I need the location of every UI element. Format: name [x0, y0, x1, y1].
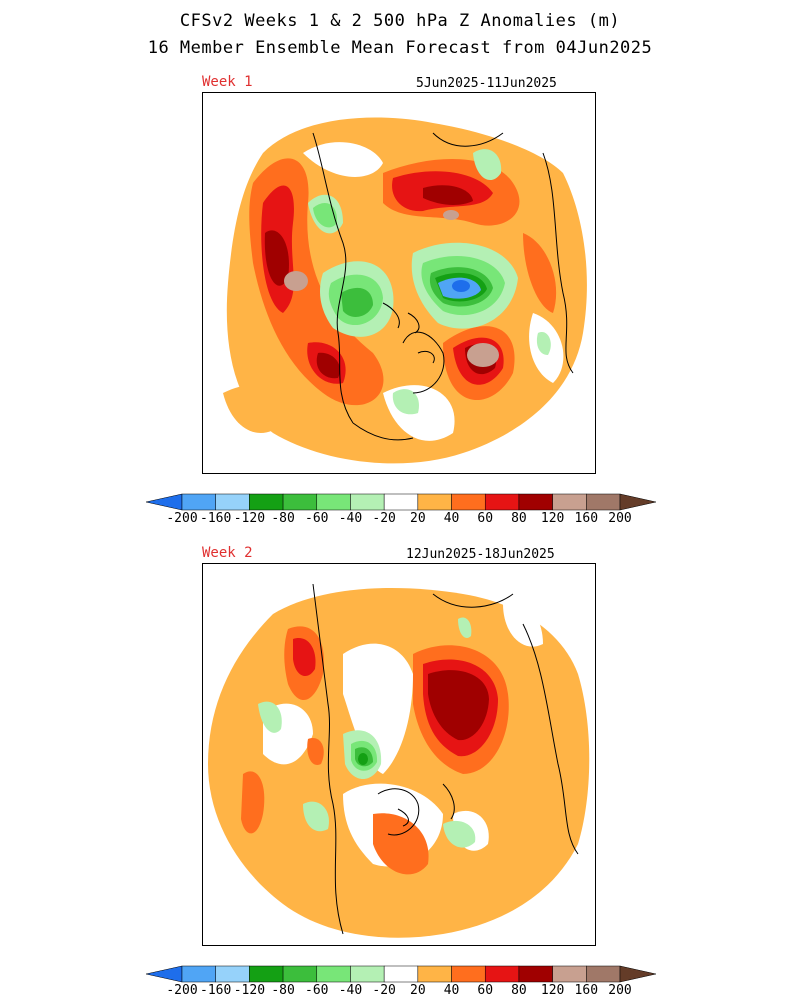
week1-anomaly-neg6	[452, 280, 470, 292]
week2-anomaly-neg4	[358, 753, 368, 765]
chart-subtitle: 16 Member Ensemble Mean Forecast from 04…	[147, 38, 653, 58]
week2-anomaly-map	[202, 563, 596, 946]
colorbar-tick-label: -20	[372, 511, 396, 526]
colorbar-tick-label: 80	[511, 983, 527, 998]
colorbar-tick-label: 20	[410, 983, 426, 998]
colorbar-swatch	[215, 965, 250, 983]
week2-anomaly-neg1b	[258, 701, 282, 733]
week2-map-graphic	[208, 583, 590, 938]
colorbar-tick-label: -20	[372, 983, 396, 998]
colorbar-tick-label: 20	[410, 511, 426, 526]
colorbar-swatch	[383, 965, 419, 983]
colorbar-swatch	[181, 965, 216, 983]
week1-anomaly-pos4d	[316, 352, 341, 379]
colorbar-week2-labels: -200 -160 -120 -80 -60 -40 -20 20 40 60 80 120 160 20…	[146, 983, 656, 999]
week1-coastlines	[312, 132, 574, 441]
week1-anomaly-pos2d	[523, 233, 557, 313]
week1-anomaly-neg1d	[473, 149, 502, 181]
colorbar-tick-label: -40	[338, 511, 363, 526]
colorbar-low-arrow	[146, 493, 183, 511]
week2-date-range: 12Jun2025-18Jun2025	[406, 547, 555, 562]
colorbar-tick-label: -200	[166, 983, 198, 998]
week1-anomaly-pos1b	[223, 384, 285, 433]
week2-label: Week 2	[202, 545, 253, 561]
colorbar-swatch	[451, 493, 486, 511]
colorbar-tick-label: -40	[338, 983, 363, 998]
colorbar-swatch	[282, 965, 318, 983]
colorbar-tick-label: -60	[305, 511, 329, 526]
week2-anomaly-neg1c	[303, 801, 329, 832]
colorbar-week1-labels: -200 -160 -120 -80 -60 -40 -20 20 40 60 80 120 160 20…	[146, 511, 656, 527]
colorbar-swatch	[383, 493, 419, 511]
week1-anomaly-map	[202, 92, 596, 474]
colorbar-swatch	[282, 493, 318, 511]
colorbar-swatch	[586, 965, 621, 983]
colorbar-tick-label: 200	[608, 511, 632, 526]
week2-anomaly-neg1e	[458, 617, 472, 639]
colorbar-tick-label: 200	[608, 983, 632, 998]
week1-map-graphic	[223, 117, 587, 464]
colorbar-swatch	[518, 493, 553, 511]
colorbar-swatch	[484, 493, 520, 511]
colorbar-swatch	[484, 965, 520, 983]
chart-title: CFSv2 Weeks 1 & 2 500 hPa Z Anomalies (m…	[179, 11, 621, 31]
colorbar-swatch	[316, 493, 351, 511]
week1-anomaly-neg1e	[536, 332, 551, 355]
colorbar-swatch	[518, 965, 553, 983]
week1-anomaly-neg1f	[392, 389, 419, 415]
colorbar-tick-label: -200	[166, 511, 198, 526]
week2-anomaly-pos2d	[241, 771, 265, 834]
colorbar-tick-label: -120	[233, 983, 266, 998]
colorbar-swatch	[181, 493, 216, 511]
week1-anomaly-neg3	[341, 287, 373, 317]
colorbar-tick-label: 160	[574, 511, 599, 526]
week1-date-range: 5Jun2025-11Jun2025	[416, 76, 557, 91]
colorbar-tick-label: 120	[540, 983, 565, 998]
colorbar-tick-label: -120	[233, 511, 266, 526]
week2-anomaly-neg1d	[443, 820, 476, 848]
colorbar-tick-label: 60	[477, 511, 494, 526]
colorbar-swatch	[249, 493, 284, 511]
colorbar-tick-label: -160	[200, 511, 232, 526]
colorbar-swatch	[417, 965, 452, 983]
colorbar-swatch	[215, 493, 250, 511]
week1-anomaly-neg2c	[313, 203, 338, 228]
week1-anomaly-pos4b	[423, 185, 473, 205]
week1-gap	[303, 142, 383, 177]
colorbar-tick-label: 120	[540, 511, 565, 526]
colorbar-tick-label: -80	[271, 511, 295, 526]
week2-anomaly-pos4	[428, 670, 489, 741]
week1-anomaly-pos5c	[443, 210, 459, 220]
colorbar-swatch	[451, 965, 486, 983]
week2-coastlines	[312, 583, 579, 935]
week1-anomaly-pos5b	[467, 343, 499, 367]
colorbar-swatch	[249, 965, 284, 983]
colorbar-swatch	[417, 493, 452, 511]
colorbar-high-arrow	[619, 493, 656, 511]
week1-anomaly-pos5	[284, 271, 308, 291]
colorbar-week2	[146, 965, 656, 983]
colorbar-swatch	[586, 493, 621, 511]
colorbar-tick-label: -60	[305, 983, 329, 998]
week2-anomaly-pos2e	[307, 738, 324, 765]
colorbar-tick-label: 40	[443, 983, 460, 998]
colorbar-swatch	[350, 493, 385, 511]
colorbar-week1	[146, 493, 656, 511]
week1-anomaly-pos4	[264, 230, 289, 286]
colorbar-tick-label: -160	[200, 983, 232, 998]
colorbar-tick-label: -80	[271, 983, 295, 998]
colorbar-swatch	[350, 965, 385, 983]
colorbar-tick-label: 60	[477, 983, 494, 998]
colorbar-swatch	[552, 965, 587, 983]
colorbar-tick-label: 80	[511, 511, 527, 526]
week2-anomaly-pos2c	[373, 813, 429, 875]
colorbar-high-arrow	[619, 965, 656, 983]
colorbar-swatch	[316, 965, 351, 983]
colorbar-swatch	[552, 493, 587, 511]
week2-anomaly-pos3b	[293, 638, 316, 677]
week1-label: Week 1	[202, 74, 253, 90]
colorbar-tick-label: 160	[574, 983, 599, 998]
colorbar-low-arrow	[146, 965, 183, 983]
colorbar-tick-label: 40	[443, 511, 460, 526]
